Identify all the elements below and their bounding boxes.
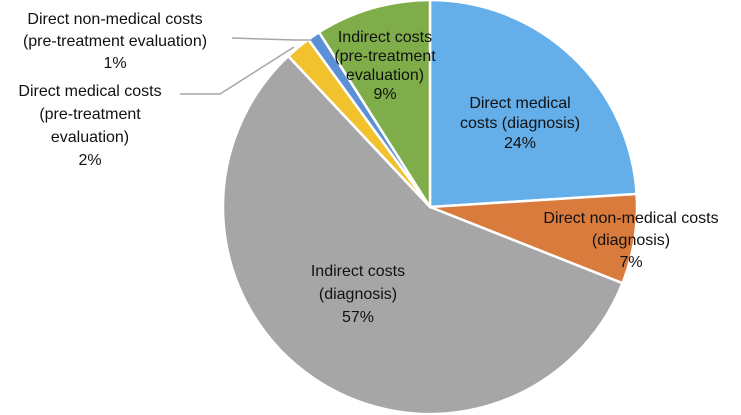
slice-label-line: (diagnosis) [319,286,397,303]
slice-label-line: (pre-treatment [334,48,436,65]
slice-label-line: 57% [342,309,374,326]
slice-label-line: (pre-treatment evaluation) [23,33,207,50]
slice-label-line: Direct medical [469,95,570,112]
slice-label-2: Direct non-medical costs (diagnosis) 7% [543,210,718,271]
slice-label-line: evaluation) [346,67,424,84]
slice-label-line: Indirect costs [338,29,432,46]
slice-labels: Direct medical costs (diagnosis) 24%Direct… [18,11,718,326]
slice-label-line: (diagnosis) [592,232,670,249]
slice-label-line: 1% [103,55,126,72]
leader-lines [180,37,312,95]
slice-label-line: Direct non-medical costs [543,210,718,227]
pie-slice-3 [221,54,624,415]
pie-slice-6 [317,0,432,209]
slice-label-1: Direct medical costs (diagnosis) 24% [460,95,580,152]
slice-label-line: 24% [504,135,536,152]
slice-label-line: (pre-treatment [39,106,141,123]
slice-label-3: Indirect costs (diagnosis) 57% [311,263,405,326]
slice-label-line: Direct medical costs [18,83,161,100]
slice-label-line: 7% [619,254,642,271]
slice-label-6: Indirect costs (pre-treatment evaluation) 9… [334,29,436,103]
slice-label-line: 9% [373,86,396,103]
slice-label-5: Direct non-medical costs (pre-treatment e… [23,11,207,72]
slice-label-line: 2% [78,152,101,169]
slice-label-line: evaluation) [51,129,129,146]
slice-label-line: Indirect costs [311,263,405,280]
pie-slices [221,0,639,415]
pie-slice-1 [428,0,638,209]
slice-label-line: Direct non-medical costs [27,11,202,28]
slice-label-4: Direct medical costs (pre-treatment evalua… [18,83,161,169]
slice-label-line: costs (diagnosis) [460,115,580,132]
leader-line-5 [231,37,312,41]
leader-line-4 [180,46,295,95]
